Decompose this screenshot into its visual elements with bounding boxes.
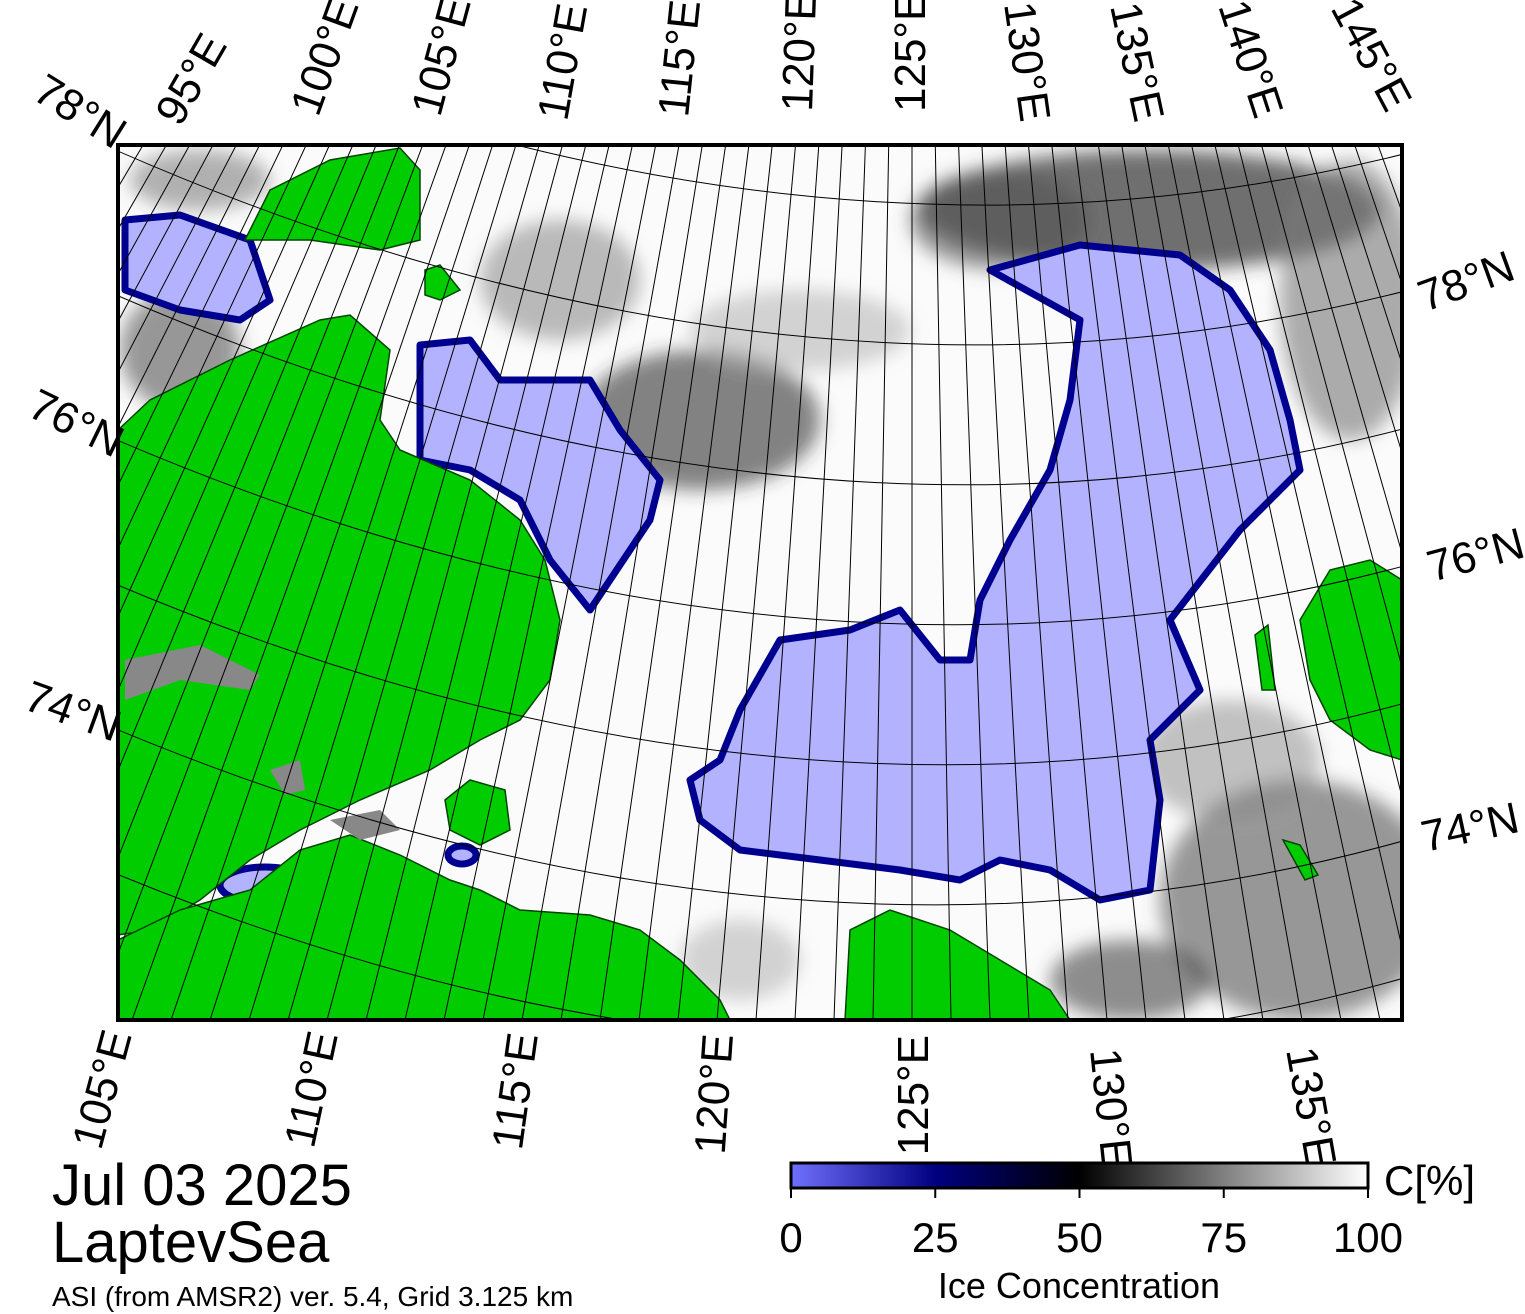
meridian (209, 145, 494, 1020)
axis-label: 76°N (21, 380, 131, 467)
date: Jul 03 2025 (52, 1153, 352, 1218)
meridian (560, 145, 703, 1020)
meridian (118, 145, 284, 487)
meridian (118, 145, 354, 692)
axis-label: 105°E (63, 1025, 141, 1154)
meridian (794, 145, 843, 1020)
meridian (1004, 145, 1069, 1020)
axis-label: 135°E (1100, 0, 1173, 126)
axis-label: 115°E (649, 0, 710, 119)
meridian (365, 145, 587, 1020)
meridian (1027, 145, 1108, 1020)
meridian (1237, 145, 1402, 800)
axis-label: 115°E (483, 1030, 548, 1153)
meridian (638, 145, 750, 1020)
colorbar-tick-label: 100 (1333, 1214, 1403, 1261)
axis-label: 130°E (994, 0, 1059, 125)
meridian (677, 145, 773, 1020)
meridian (326, 145, 564, 1020)
parallel (118, 584, 1402, 766)
parallel (514, 145, 1402, 206)
axis-label: 120°E (686, 1032, 743, 1155)
meridian (716, 145, 797, 1020)
meridian (1167, 145, 1342, 1020)
meridian (872, 145, 890, 1020)
meridian (131, 145, 447, 1020)
meridian (599, 145, 727, 1020)
axis-label: 120°E (773, 0, 826, 112)
colorbar-tick-label: 50 (1056, 1214, 1103, 1261)
meridian (118, 145, 424, 956)
meridian (1051, 145, 1147, 1020)
parallel (118, 873, 1402, 1020)
meridian (404, 145, 610, 1020)
meridian (1144, 145, 1303, 1020)
axis-label: 130°E (1080, 1046, 1141, 1171)
axis-label: 110°E (529, 0, 598, 124)
parallel (118, 150, 1402, 346)
axis-label: 95°E (146, 25, 236, 133)
colorbar-tick-label: 25 (912, 1214, 959, 1261)
axis-label: 125°E (889, 1035, 938, 1155)
meridian (1260, 145, 1402, 669)
source: ASI (from AMSR2) ver. 5.4, Grid 3.125 km (52, 1281, 573, 1312)
colorbar-title: Ice Concentration (938, 1265, 1220, 1306)
axis-label: 74°N (1417, 793, 1523, 861)
meridian (958, 145, 991, 1020)
axis-label: 135°E (1276, 1043, 1345, 1170)
parallel (118, 439, 1402, 626)
meridian (755, 145, 820, 1020)
meridian (1121, 145, 1264, 1020)
meridian (248, 145, 517, 1020)
meridian (1284, 145, 1402, 556)
colorbar-ticks: 0 25 50 75 100 (779, 1188, 1403, 1261)
axis-label: 140°E (1208, 0, 1292, 124)
meridian (118, 145, 331, 618)
meridian (1097, 145, 1225, 1020)
meridian (118, 145, 307, 550)
axis-label: 76°N (1422, 519, 1525, 592)
map-frame (116, 143, 1404, 1022)
meridian (170, 145, 470, 1020)
parallel (118, 295, 1402, 486)
region: LaptevSea (52, 1210, 330, 1275)
axis-label: 78°N (1412, 242, 1521, 322)
meridian (934, 145, 952, 1020)
meridian (118, 145, 400, 860)
meridian (287, 145, 540, 1020)
axis-label: 74°N (18, 672, 127, 752)
meridian (1191, 145, 1381, 1020)
meridian (482, 145, 657, 1020)
colorbar-tick-label: 75 (1200, 1214, 1247, 1261)
meridian (833, 145, 866, 1020)
land-ice (125, 645, 400, 840)
axis-label: 145°E (1321, 0, 1421, 119)
axis-label: 100°E (281, 0, 368, 121)
axis-label: 110°E (276, 1027, 348, 1152)
parallel (118, 729, 1402, 906)
meridian (521, 145, 680, 1020)
meridian (981, 145, 1030, 1020)
colorbar-unit: C[%] (1384, 1157, 1475, 1204)
axis-label: 125°E (886, 0, 935, 112)
colorbar-tick-label: 0 (779, 1214, 802, 1261)
colorbar (789, 1161, 1370, 1190)
meridian (118, 145, 377, 772)
meridian (1074, 145, 1186, 1020)
axis-label: 105°E (402, 0, 480, 121)
meridian (443, 145, 633, 1020)
land (118, 147, 1402, 1020)
